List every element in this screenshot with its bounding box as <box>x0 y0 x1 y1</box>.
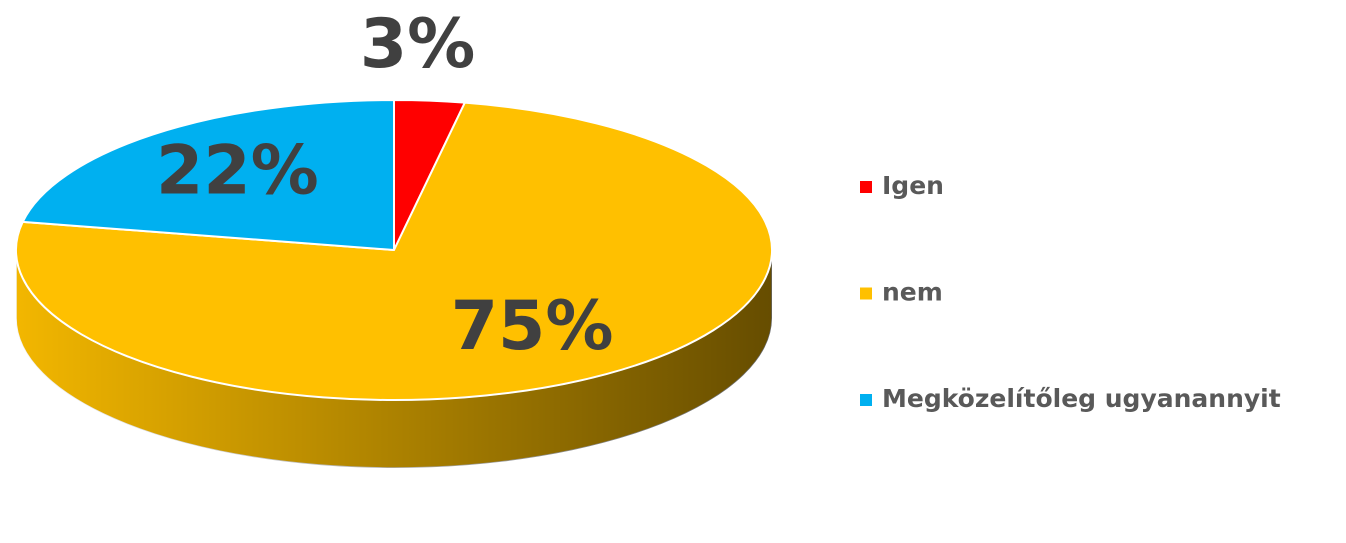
legend-swatch <box>860 287 872 300</box>
legend-label: Megközelítőleg ugyanannyit <box>882 384 1281 413</box>
legend-swatch <box>860 394 872 406</box>
legend-label: Igen <box>882 171 944 200</box>
slice <box>15 101 773 401</box>
data-label: 3% <box>360 5 475 84</box>
legend-label: nem <box>882 278 943 307</box>
slice <box>21 99 395 251</box>
legend-swatch <box>860 181 872 193</box>
data-label: 22% <box>156 131 319 210</box>
slice-side-shade <box>16 250 772 468</box>
data-label: 75% <box>451 287 614 366</box>
